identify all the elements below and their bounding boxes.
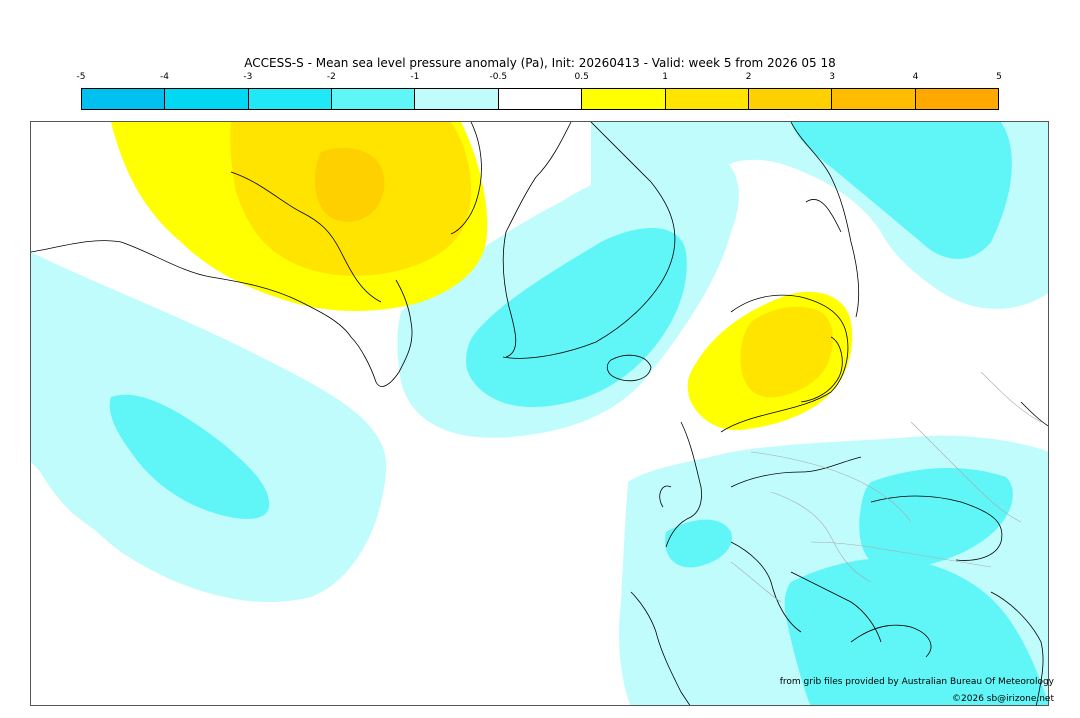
legend-tick-label: 4: [912, 72, 919, 82]
legend-tick-label: -2: [326, 72, 336, 82]
legend-tick-label: -1: [410, 72, 420, 82]
legend-tick-label: 1: [662, 72, 669, 82]
anomaly-map: [30, 121, 1049, 706]
legend-swatch: [915, 89, 998, 109]
legend-swatch: [165, 89, 249, 109]
anomaly-region-cyan: [109, 122, 1048, 705]
map-canvas: [31, 122, 1048, 705]
legend-tick-label: 3: [829, 72, 835, 82]
legend-tick-label: -5: [76, 72, 86, 82]
legend-tick-labels: -5 -4 -3 -2 -1 -0.5 0.5 1 2 3 4 5: [0, 72, 1080, 84]
data-source-credit: from grib files provided by Australian B…: [779, 677, 1054, 687]
legend-swatch: [665, 89, 749, 109]
legend-tick-label: 5: [996, 72, 1002, 82]
coastlines: [31, 122, 1048, 705]
legend-swatch: [248, 89, 333, 109]
legend-swatch: [415, 89, 499, 109]
legend-tick-label: -4: [159, 72, 169, 82]
legend-swatch: [582, 89, 666, 109]
legend-swatch: [82, 89, 166, 109]
anomaly-region-orange: [315, 147, 385, 222]
legend-swatch: [748, 89, 833, 109]
borders: [730, 371, 1042, 603]
legend-tick-label: 2: [745, 72, 752, 82]
copyright-credit: ©2026 sb@irizone.net: [952, 694, 1054, 704]
map-title: ACCESS-S - Mean sea level pressure anoma…: [244, 56, 836, 70]
legend-tick-label: 0.5: [574, 72, 589, 82]
legend-tick-label: -3: [243, 72, 253, 82]
legend-tick-label: -0.5: [489, 72, 508, 82]
legend-swatch: [498, 89, 583, 109]
legend-swatch: [832, 89, 916, 109]
legend-swatch: [332, 89, 416, 109]
legend-color-bar: [81, 88, 999, 110]
color-legend: -5 -4 -3 -2 -1 -0.5 0.5 1 2 3 4 5: [0, 72, 1080, 114]
